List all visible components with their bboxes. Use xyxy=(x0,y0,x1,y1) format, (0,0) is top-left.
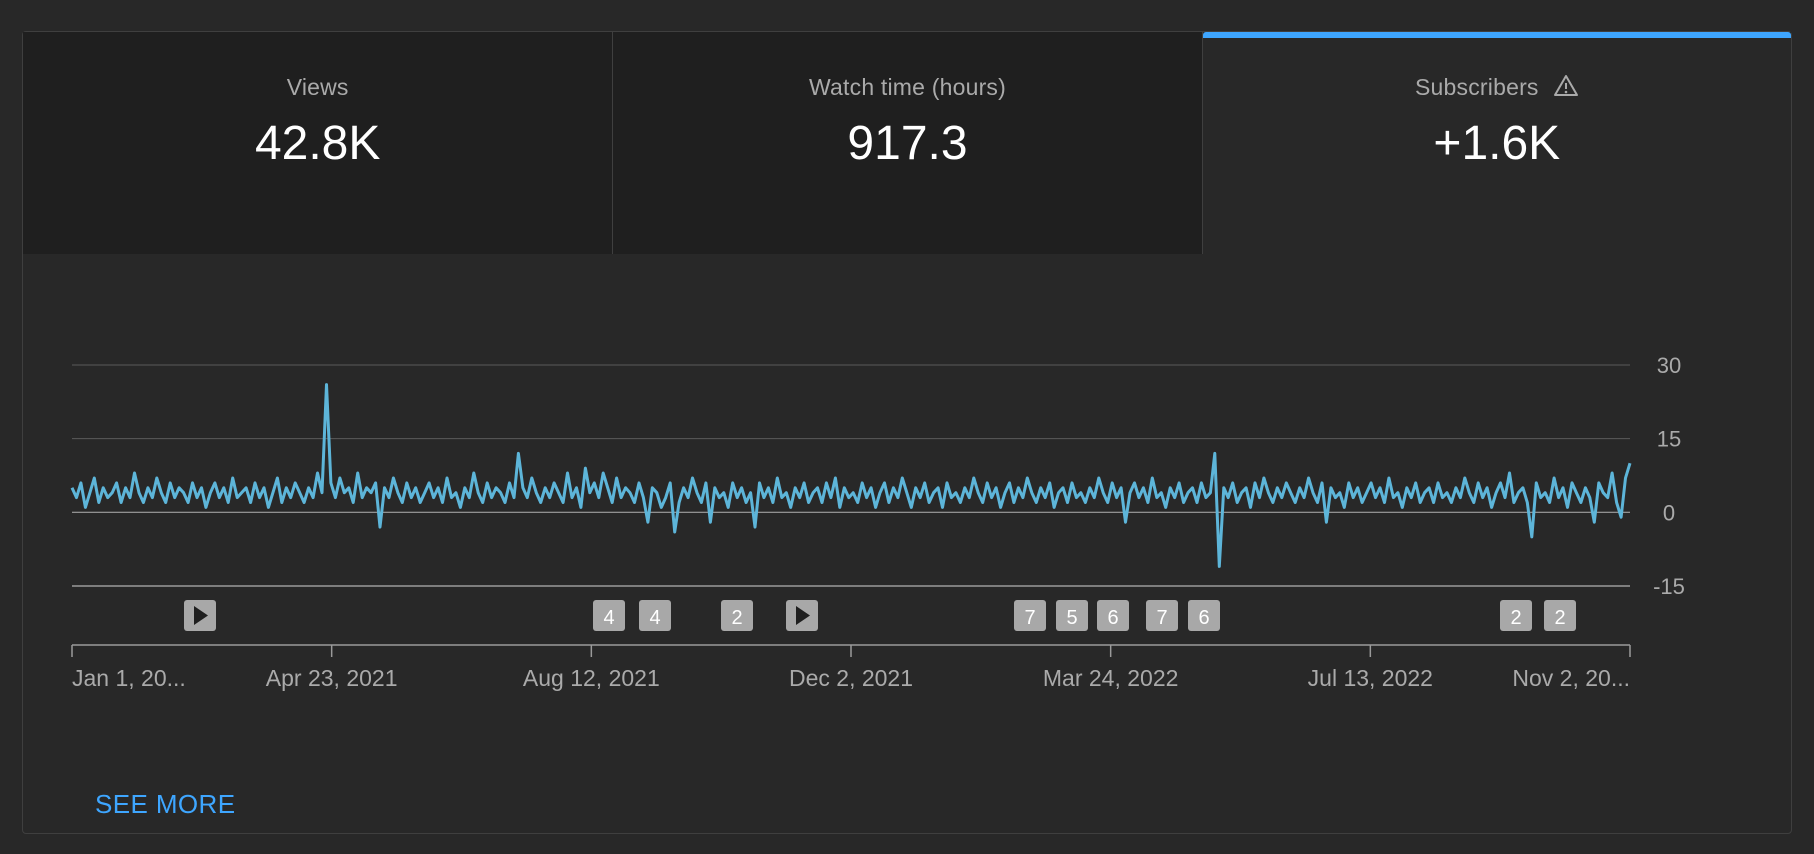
tab-subscribers-value: +1.6K xyxy=(1433,117,1561,170)
y-tick-label: 15 xyxy=(1657,427,1681,452)
video-count-marker xyxy=(1146,600,1178,631)
warning-icon[interactable] xyxy=(1553,74,1579,104)
tab-watch-time[interactable]: Watch time (hours) 917.3 xyxy=(612,32,1202,254)
play-icon xyxy=(194,606,208,625)
marker-count-label: 6 xyxy=(1107,607,1118,629)
video-count-marker xyxy=(593,600,625,631)
x-tick-label: Nov 2, 20... xyxy=(1512,665,1630,691)
series-line xyxy=(70,383,1632,568)
marker-count-label: 4 xyxy=(649,607,660,629)
video-count-marker xyxy=(1544,600,1576,631)
play-icon xyxy=(796,606,810,625)
marker-count-label: 2 xyxy=(1554,607,1565,629)
x-tick-label: Apr 23, 2021 xyxy=(266,665,398,691)
tab-subscribers[interactable]: Subscribers +1.6K xyxy=(1201,32,1792,254)
marker-count-label: 6 xyxy=(1198,607,1209,629)
video-count-marker xyxy=(639,600,671,631)
tab-views-value: 42.8K xyxy=(254,117,381,170)
metric-tabs: Views 42.8K Watch time (hours) 917.3 Sub… xyxy=(23,32,1792,254)
y-tick-label: -15 xyxy=(1653,574,1685,599)
marker-count-label: 5 xyxy=(1066,607,1077,629)
video-count-marker xyxy=(1097,600,1129,631)
tab-watch-time-title: Watch time (hours) xyxy=(808,74,1006,100)
see-more-link[interactable]: SEE MORE xyxy=(95,789,236,819)
tab-views[interactable]: Views 42.8K xyxy=(23,32,613,254)
tab-views-title: Views xyxy=(286,74,349,100)
analytics-card: Views 42.8K Watch time (hours) 917.3 Sub… xyxy=(22,31,1792,834)
y-tick-label: 0 xyxy=(1663,500,1675,525)
video-count-marker xyxy=(1014,600,1046,631)
marker-count-label: 2 xyxy=(1510,607,1521,629)
y-tick-label: 30 xyxy=(1657,353,1681,378)
video-count-marker xyxy=(1188,600,1220,631)
x-tick-label: Mar 24, 2022 xyxy=(1043,665,1179,691)
x-tick-label: Aug 12, 2021 xyxy=(523,665,660,691)
tab-watch-time-value: 917.3 xyxy=(847,117,968,170)
marker-count-label: 2 xyxy=(731,607,742,629)
marker-count-label: 7 xyxy=(1156,607,1167,629)
video-count-marker xyxy=(1500,600,1532,631)
x-tick-label: Jul 13, 2022 xyxy=(1308,665,1433,691)
tab-subscribers-title-wrap: Subscribers xyxy=(1203,74,1791,104)
video-count-marker xyxy=(721,600,753,631)
tab-subscribers-title: Subscribers xyxy=(1415,74,1539,100)
marker-count-label: 4 xyxy=(603,607,614,629)
x-tick-label: Jan 1, 20... xyxy=(72,665,186,691)
x-tick-label: Dec 2, 2021 xyxy=(789,665,913,691)
marker-count-label: 7 xyxy=(1024,607,1035,629)
video-count-marker xyxy=(1056,600,1088,631)
